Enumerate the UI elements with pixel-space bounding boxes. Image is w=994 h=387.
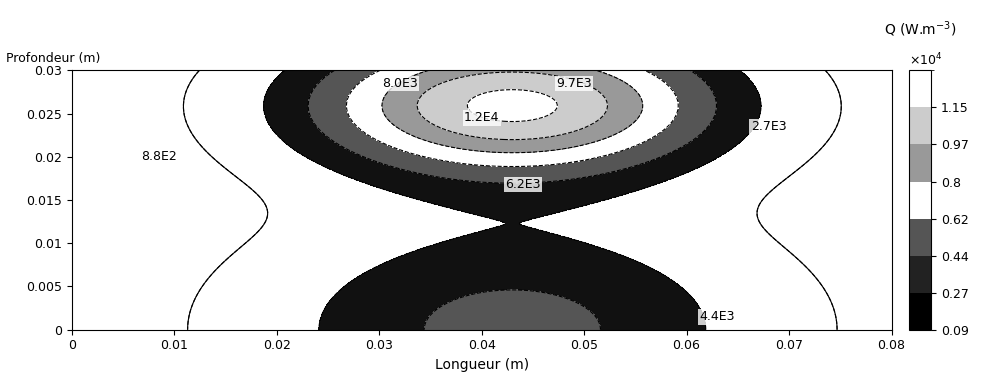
Text: 6.2E3: 6.2E3: [505, 178, 541, 191]
Text: Q (W.m$^{-3}$): Q (W.m$^{-3}$): [884, 20, 956, 39]
Text: Profondeur (m): Profondeur (m): [6, 52, 100, 65]
Text: 9.7E3: 9.7E3: [556, 77, 591, 90]
Text: 4.4E3: 4.4E3: [700, 310, 735, 323]
Text: 8.0E3: 8.0E3: [382, 77, 417, 90]
X-axis label: Longueur (m): Longueur (m): [434, 358, 529, 372]
Text: ×10$^4$: ×10$^4$: [910, 51, 943, 68]
Text: 8.8E2: 8.8E2: [141, 150, 177, 163]
Text: 1.2E4: 1.2E4: [464, 111, 499, 124]
Text: 2.7E3: 2.7E3: [750, 120, 786, 133]
